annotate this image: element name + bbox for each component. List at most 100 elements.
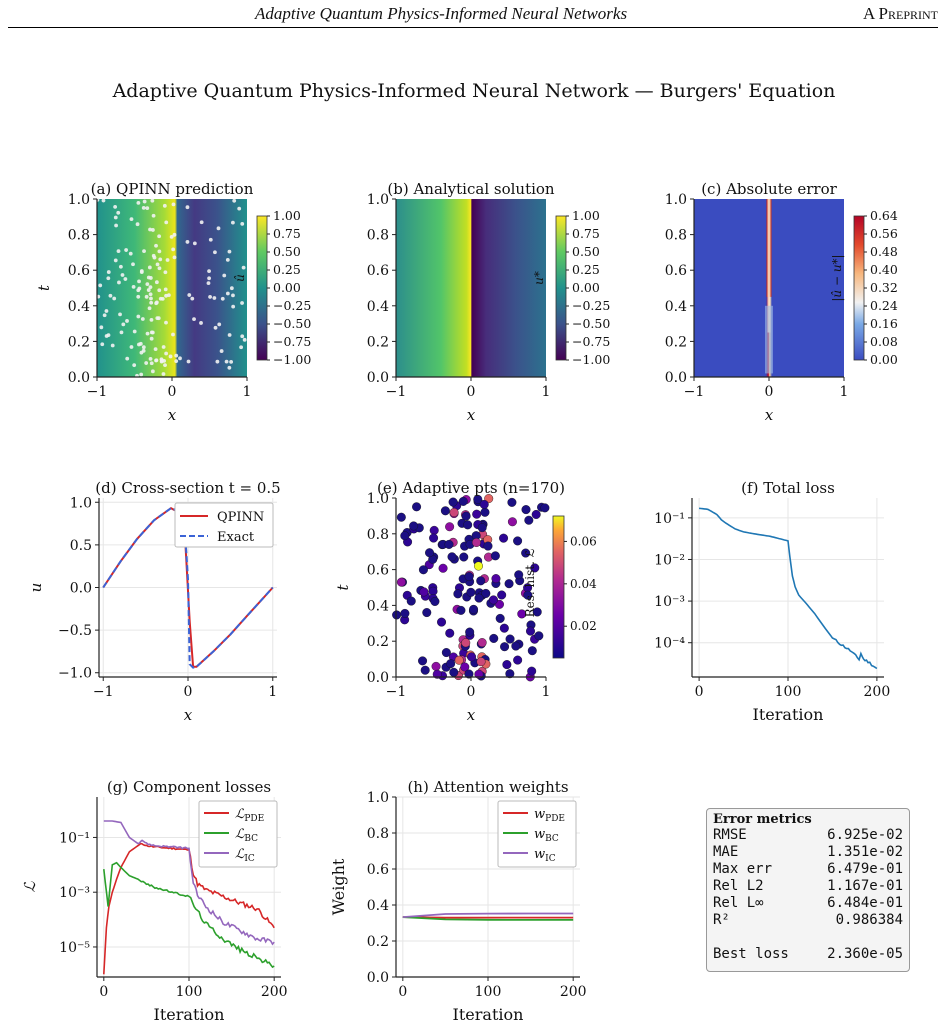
adaptive-point xyxy=(534,631,544,641)
adaptive-point xyxy=(461,511,471,521)
adaptive-point xyxy=(409,521,419,531)
metric-value: 6.479e-01 xyxy=(827,861,903,877)
adaptive-point xyxy=(406,596,416,606)
collocation-point xyxy=(146,288,151,292)
collocation-point xyxy=(161,345,166,349)
colorbar-tick-label: 0.56 xyxy=(870,226,898,241)
collocation-point xyxy=(155,316,160,321)
collocation-point xyxy=(157,288,162,293)
adaptive-point xyxy=(469,604,479,614)
x-tick-label: 1 xyxy=(243,384,252,400)
metric-row: Max err 6.479e-01 xyxy=(713,861,903,878)
collocation-point xyxy=(168,354,173,359)
collocation-point xyxy=(171,247,176,252)
collocation-point xyxy=(149,296,153,301)
x-tick-label: 0 xyxy=(184,684,193,700)
colorbar-tick-label: 0.08 xyxy=(870,334,898,349)
y-tick-label: 0.8 xyxy=(367,527,389,543)
adaptive-point xyxy=(418,565,428,575)
collocation-point xyxy=(164,351,169,356)
collocation-point xyxy=(199,321,203,325)
collocation-point xyxy=(142,199,147,204)
x-tick-label: 200 xyxy=(560,984,587,1000)
y-tick-label: 0.0 xyxy=(367,970,389,986)
collocation-point xyxy=(227,333,232,337)
colorbar-tick-label: 1.00 xyxy=(572,208,600,223)
metric-row: MAE 1.351e-02 xyxy=(713,844,903,861)
collocation-point xyxy=(149,317,154,322)
y-tick-label: −0.5 xyxy=(58,623,92,639)
metric-label: Rel L∞ xyxy=(713,895,764,911)
collocation-point xyxy=(240,221,245,226)
legend-subscript: BC xyxy=(545,834,559,844)
collocation-point xyxy=(117,280,121,285)
adaptive-point xyxy=(473,494,483,504)
panel-title: (b) Analytical solution xyxy=(387,180,555,198)
series-line xyxy=(402,912,574,918)
colorbar-tick-label: −0.75 xyxy=(572,334,610,349)
adaptive-point xyxy=(521,505,531,515)
collocation-point xyxy=(148,292,153,297)
metric-label: R² xyxy=(713,912,730,928)
x-tick-label: 1 xyxy=(542,384,551,400)
series-line-bc xyxy=(103,861,275,969)
error-streak xyxy=(765,305,773,374)
legend-subscript: PDE xyxy=(244,814,264,824)
colorbar-tick-label: −0.50 xyxy=(572,316,610,331)
x-tick-label: 1 xyxy=(542,684,551,700)
preprint-label: A Preprint xyxy=(862,4,938,23)
adaptive-point xyxy=(438,563,448,573)
adaptive-point xyxy=(454,655,464,665)
adaptive-point xyxy=(460,662,470,672)
adaptive-point xyxy=(504,579,514,589)
adaptive-point xyxy=(420,665,430,675)
x-tick-label: −1 xyxy=(386,384,407,400)
collocation-point xyxy=(139,372,144,377)
collocation-point xyxy=(125,356,130,361)
collocation-point xyxy=(222,273,227,278)
adaptive-point xyxy=(524,515,534,525)
collocation-point xyxy=(171,332,175,337)
adaptive-point xyxy=(481,588,491,598)
colorbar-tick-label: 0.75 xyxy=(273,226,301,241)
collocation-point xyxy=(241,265,246,270)
colorbar-tick-label: 0.75 xyxy=(572,226,600,241)
collocation-point xyxy=(141,345,146,350)
adaptive-point xyxy=(459,552,469,562)
adaptive-point xyxy=(448,497,458,507)
y-tick-label: 0.4 xyxy=(665,299,687,315)
panel-f: 0 100 200 10⁻¹ 10⁻² 10⁻³ 10⁻⁴ (f) Total loss Ite… xyxy=(654,479,890,724)
y-tick-label: 1.0 xyxy=(68,192,90,208)
collocation-point xyxy=(119,330,124,335)
y-axis-label: u xyxy=(27,583,45,593)
adaptive-point xyxy=(483,541,493,551)
collocation-point xyxy=(132,363,137,368)
series-line xyxy=(402,916,574,919)
series-line-ic xyxy=(103,820,275,946)
collocation-point xyxy=(186,359,191,364)
collocation-point xyxy=(207,269,211,273)
collocation-point xyxy=(213,250,217,255)
y-axis-label: t xyxy=(35,284,53,291)
collocation-point xyxy=(136,314,141,319)
adaptive-point xyxy=(412,502,422,512)
collocation-point xyxy=(116,249,121,254)
adaptive-point xyxy=(505,634,515,644)
y-tick-label: 0.8 xyxy=(68,228,90,244)
y-tick-label: 0.5 xyxy=(70,538,92,554)
collocation-point xyxy=(229,286,234,291)
collocation-point xyxy=(192,317,196,322)
collocation-point xyxy=(145,282,150,286)
y-tick-label: 10⁻¹ xyxy=(59,830,90,846)
collocation-point xyxy=(164,320,168,325)
legend-label: QPINN xyxy=(217,510,264,525)
metric-row: Rel L2 1.167e-01 xyxy=(713,878,903,895)
colorbar-tick-label: 0.16 xyxy=(870,316,898,331)
colorbar-tick-label: 0.32 xyxy=(870,280,898,295)
collocation-point xyxy=(129,217,134,222)
adaptive-point xyxy=(479,499,489,509)
adaptive-point xyxy=(507,517,517,527)
y-tick-label: 10⁻⁴ xyxy=(654,636,685,652)
panel-title: (e) Adaptive pts (n=170) xyxy=(377,479,565,497)
collocation-point xyxy=(129,345,134,349)
